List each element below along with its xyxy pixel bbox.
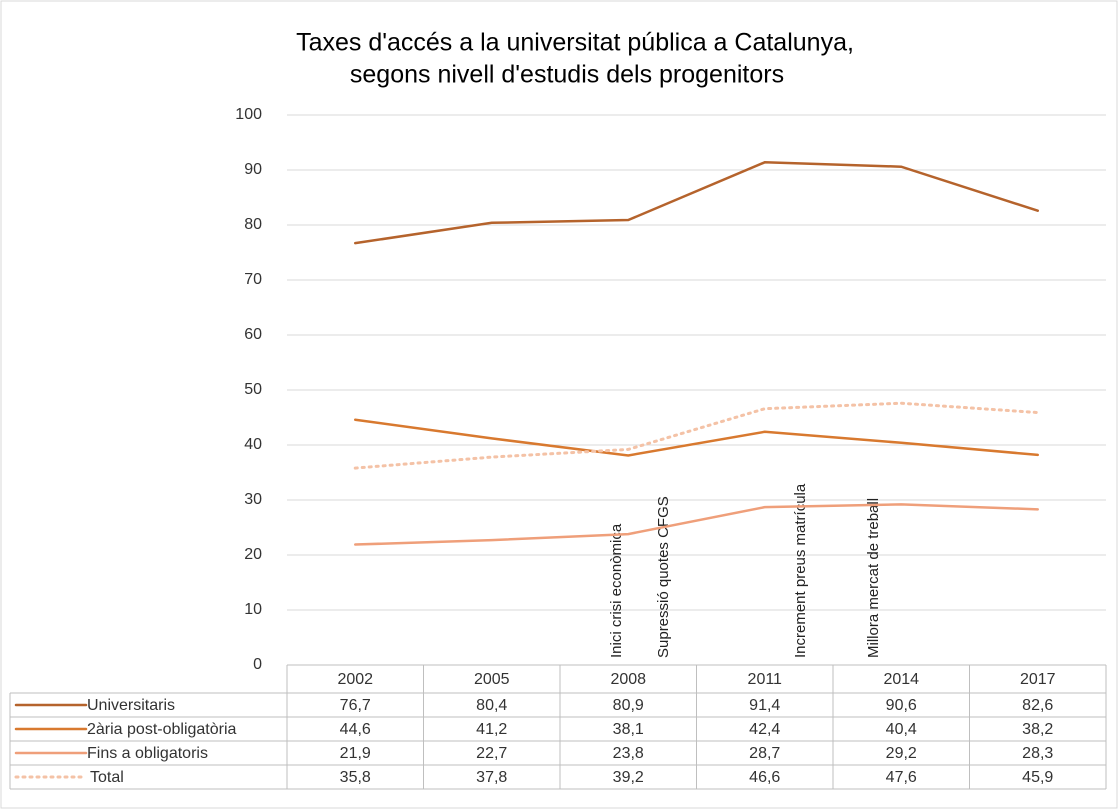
y-tick-label: 80 xyxy=(244,216,262,233)
annotation: Inici crisi econòmica xyxy=(608,523,625,658)
y-tick-label: 10 xyxy=(244,601,262,618)
x-tick-label: 2017 xyxy=(1020,671,1056,688)
series-line xyxy=(353,401,1040,470)
chart-title: Taxes d'accés a la universitat pública a… xyxy=(296,29,854,57)
annotation: Supressió quotes CFGS xyxy=(655,496,672,658)
table-value: 37,8 xyxy=(476,769,507,786)
table-value: 90,6 xyxy=(886,697,917,714)
x-tick-label: 2002 xyxy=(337,671,373,688)
annotation: Millora mercat de treball xyxy=(865,498,882,658)
table-value: 28,7 xyxy=(749,745,780,762)
table-value: 23,8 xyxy=(613,745,644,762)
table-value: 82,6 xyxy=(1022,697,1053,714)
y-tick-label: 20 xyxy=(244,546,262,563)
table-value: 45,9 xyxy=(1022,769,1053,786)
table-value: 38,2 xyxy=(1022,721,1053,738)
table-value: 80,4 xyxy=(476,697,507,714)
series-line xyxy=(354,418,1039,457)
annotation: Increment preus matrícula xyxy=(792,483,809,658)
y-tick-label: 90 xyxy=(244,161,262,178)
table-value: 29,2 xyxy=(886,745,917,762)
table-value: 40,4 xyxy=(886,721,917,738)
table-value: 39,2 xyxy=(613,769,644,786)
y-tick-label: 50 xyxy=(244,381,262,398)
table-value: 21,9 xyxy=(340,745,371,762)
table-value: 44,6 xyxy=(340,721,371,738)
y-tick-label: 40 xyxy=(244,436,262,453)
table-value: 80,9 xyxy=(613,697,644,714)
table-value: 46,6 xyxy=(749,769,780,786)
y-tick-label: 30 xyxy=(244,491,262,508)
x-tick-label: 2008 xyxy=(610,671,646,688)
table-value: 35,8 xyxy=(340,769,371,786)
x-tick-label: 2011 xyxy=(748,671,783,688)
legend-label: Universitaris xyxy=(87,697,175,714)
table-value: 41,2 xyxy=(476,721,507,738)
table-value: 22,7 xyxy=(476,745,507,762)
y-tick-label: 70 xyxy=(244,271,262,288)
series-line xyxy=(354,503,1039,546)
series-line xyxy=(354,161,1039,245)
table-value: 91,4 xyxy=(749,697,780,714)
x-tick-label: 2005 xyxy=(474,671,510,688)
table-value: 47,6 xyxy=(886,769,917,786)
legend-label: Total xyxy=(90,769,124,786)
legend-label: Fins a obligatoris xyxy=(87,745,208,762)
table-value: 28,3 xyxy=(1022,745,1053,762)
chart-title: segons nivell d'estudis dels progenitors xyxy=(350,61,784,89)
y-tick-label: 0 xyxy=(253,656,262,673)
table-value: 42,4 xyxy=(749,721,780,738)
x-tick-label: 2014 xyxy=(883,671,919,688)
table-value: 76,7 xyxy=(340,697,371,714)
y-tick-label: 100 xyxy=(235,106,262,123)
legend-label: 2ària post-obligatòria xyxy=(87,721,237,738)
y-tick-label: 60 xyxy=(244,326,262,343)
table-value: 38,1 xyxy=(613,721,644,738)
